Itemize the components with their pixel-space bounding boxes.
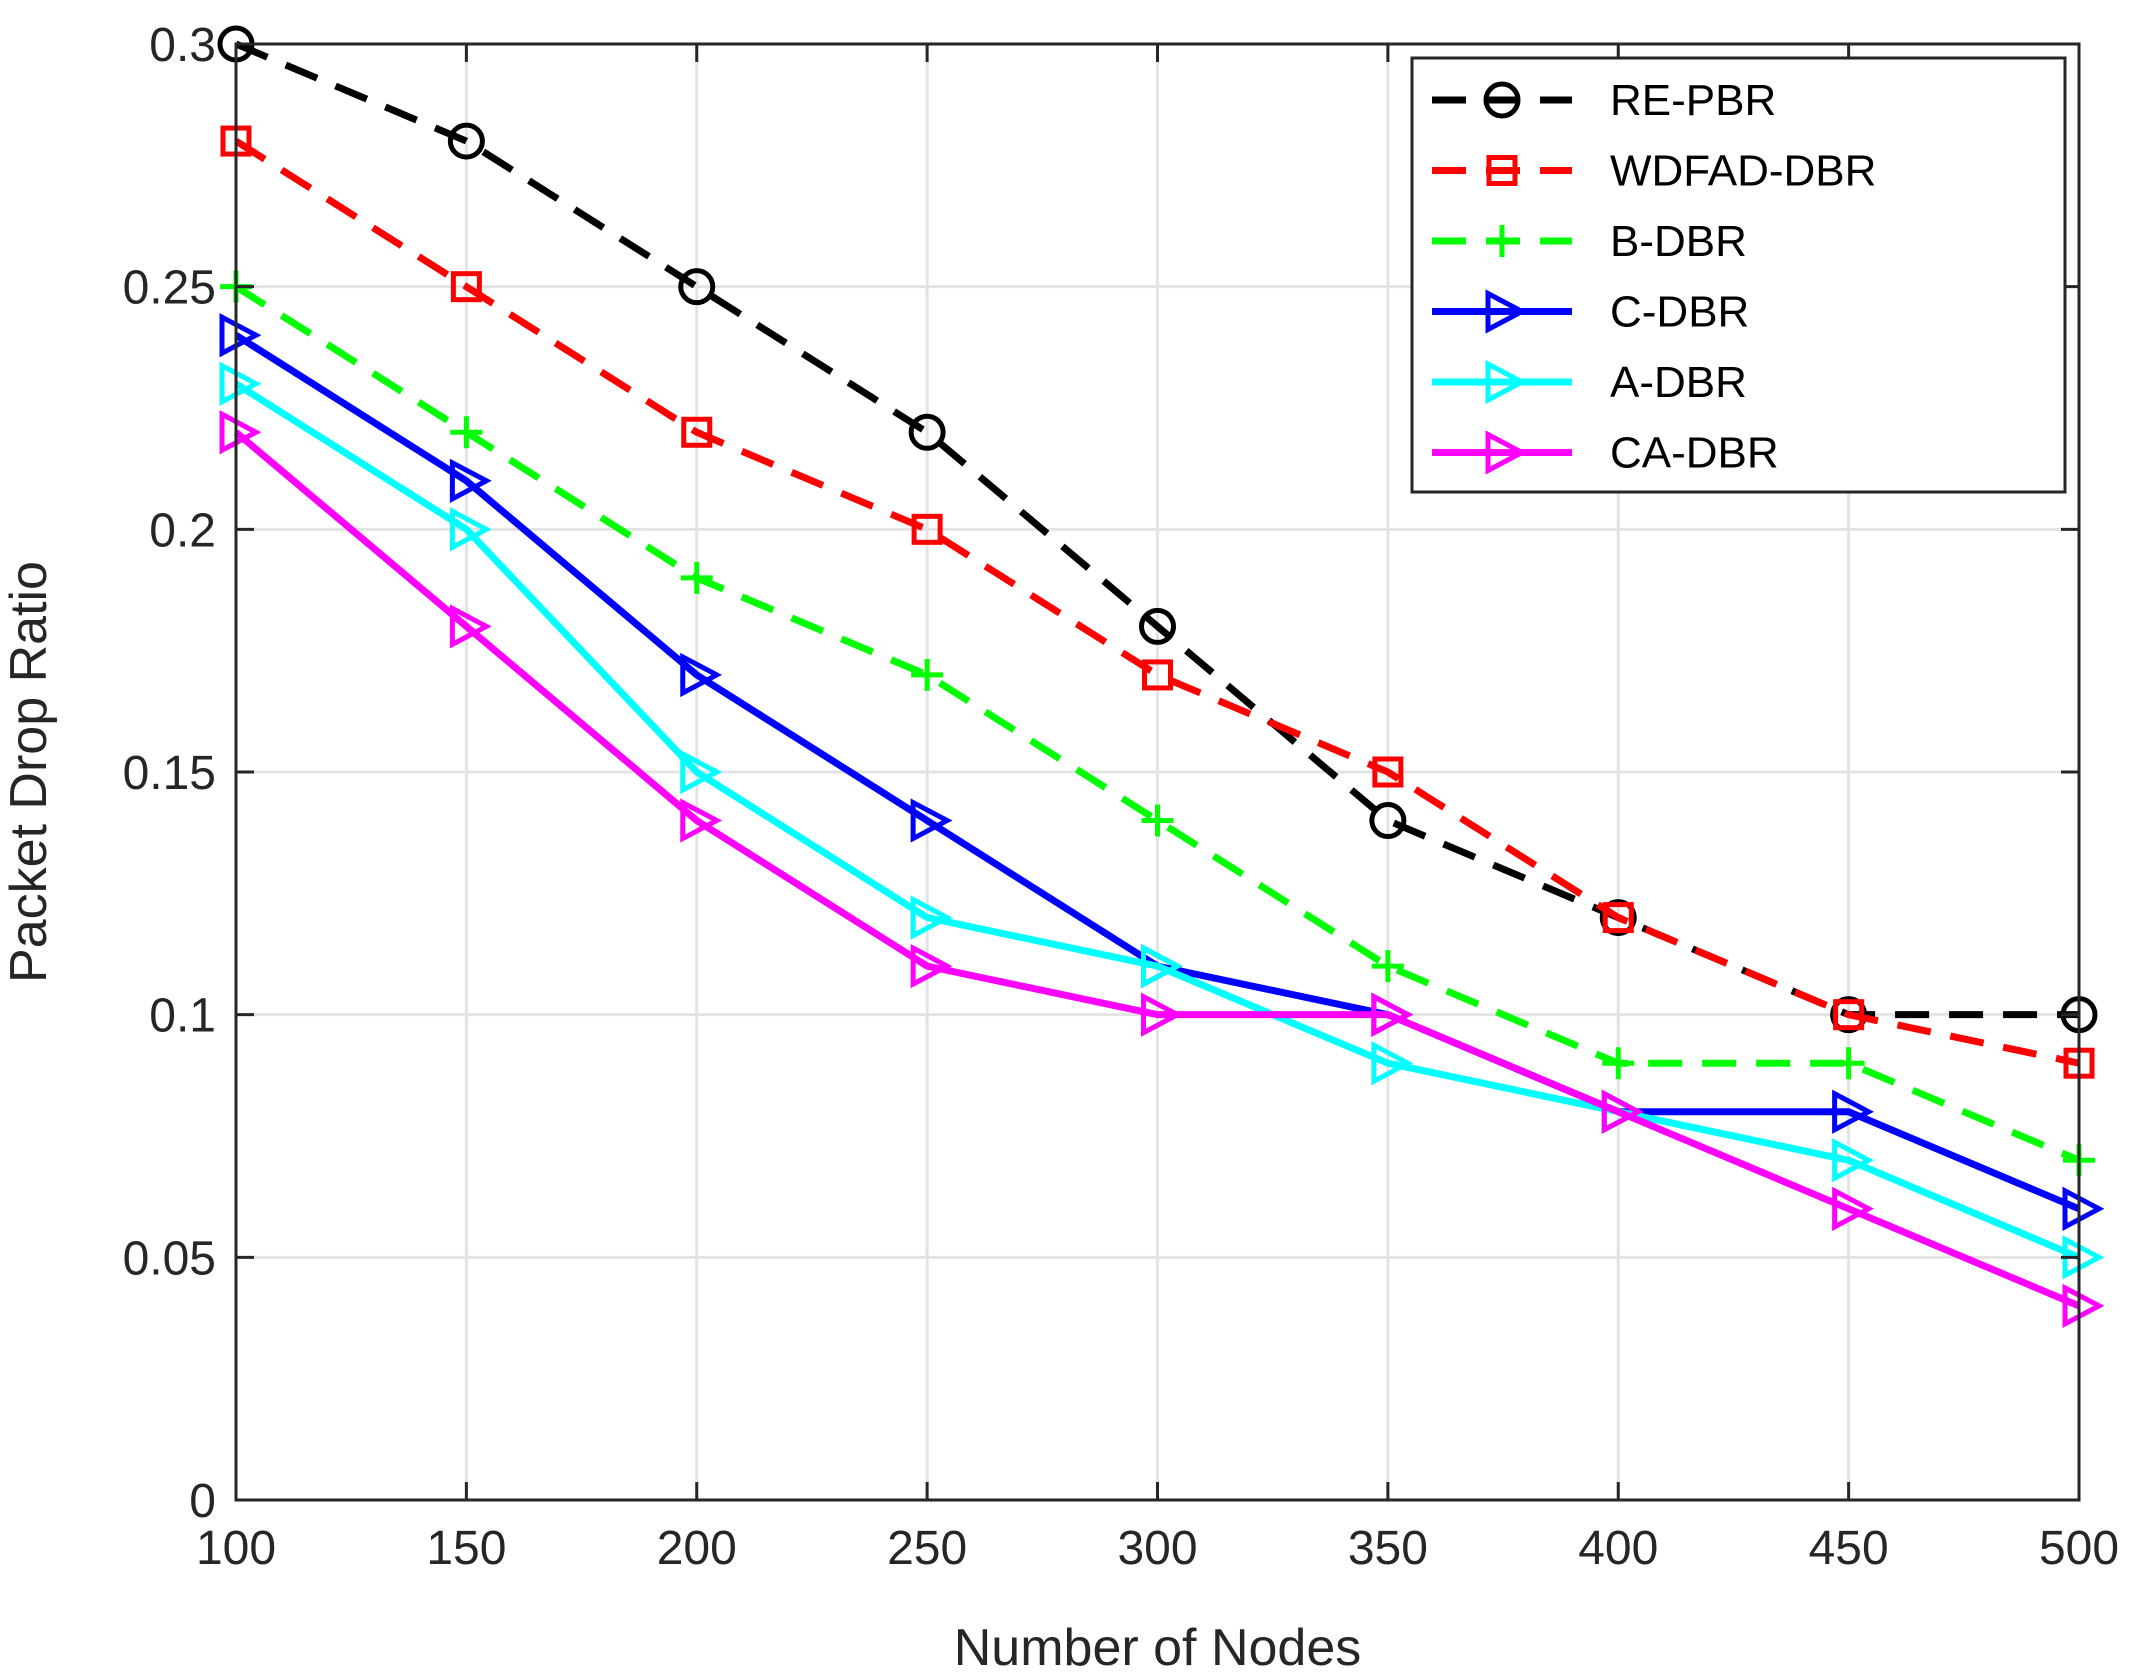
data-point-b-dbr: [450, 416, 483, 449]
x-tick-label: 300: [1117, 1522, 1197, 1575]
legend-marker: [1485, 359, 1528, 405]
data-point-b-dbr: [680, 561, 713, 594]
data-point-b-dbr: [1832, 1047, 1865, 1080]
data-point-re-pbr: [678, 268, 716, 306]
data-point-ca-dbr: [1141, 992, 1183, 1037]
data-point-ca-dbr: [2062, 1283, 2105, 1329]
y-tick-label: 0.25: [123, 262, 216, 315]
x-tick-label: 450: [1809, 1522, 1889, 1575]
legend-marker: [1486, 225, 1518, 257]
series-line-wdfad-dbr: [234, 138, 2080, 1067]
data-point-wdfad-dbr: [1142, 659, 1173, 691]
data-point-b-dbr: [1602, 1047, 1635, 1080]
legend-item-b-dbr: B-DBR: [1432, 217, 1747, 266]
data-point-a-dbr: [910, 895, 953, 940]
x-tick-label: 250: [887, 1522, 967, 1575]
data-point-c-dbr: [449, 458, 492, 503]
x-tick-label: 200: [657, 1522, 737, 1575]
legend-marker: [1485, 289, 1528, 334]
data-point-re-pbr: [1599, 899, 1637, 937]
series-line-ca-dbr: [233, 429, 2081, 1310]
x-tick-label: 350: [1348, 1522, 1428, 1575]
legend: RE-PBR WDFAD-DBR B-DBR C-DBR A-DBR CA-DBR: [1410, 56, 2067, 494]
data-point-wdfad-dbr: [450, 271, 482, 303]
data-point-wdfad-dbr: [681, 416, 713, 448]
legend-item-c-dbr: C-DBR: [1432, 288, 1749, 337]
y-tick-label: 0: [189, 1475, 216, 1528]
x-tick-label: 150: [426, 1522, 506, 1575]
legend-label: RE-PBR: [1610, 76, 1776, 125]
legend-label: B-DBR: [1610, 217, 1747, 266]
series-line-a-dbr: [234, 380, 2081, 1261]
data-point-c-dbr: [219, 313, 262, 358]
data-point-ca-dbr: [1832, 1186, 1874, 1231]
data-point-re-pbr: [447, 122, 485, 160]
data-point-c-dbr: [2062, 1186, 2105, 1231]
data-point-b-dbr: [911, 658, 944, 691]
legend-item-re-pbr: RE-PBR: [1432, 76, 1776, 125]
legend-item-ca-dbr: CA-DBR: [1432, 429, 1779, 478]
series-ca-dbr: [219, 410, 2105, 1329]
data-point-re-pbr: [1139, 607, 1176, 645]
legend-marker: [1485, 430, 1528, 475]
legend-label: C-DBR: [1610, 288, 1749, 337]
data-point-ca-dbr: [449, 604, 492, 649]
y-tick-label: 0.3: [149, 19, 216, 72]
legend-label: CA-DBR: [1610, 429, 1779, 478]
data-point-a-dbr: [219, 361, 262, 406]
legend-box: [1410, 56, 2067, 494]
data-point-ca-dbr: [1371, 992, 1414, 1037]
data-point-a-dbr: [1371, 1041, 1414, 1086]
data-point-c-dbr: [1832, 1089, 1874, 1134]
ticks: 100 150 200 250 300 350 400 450 500 0 0.05 0.1 0.15 0…: [123, 19, 2119, 1575]
data-point-ca-dbr: [910, 943, 953, 989]
data-point-b-dbr: [1141, 804, 1174, 837]
series-line-b-dbr: [234, 283, 2081, 1164]
data-point-ca-dbr: [219, 410, 262, 455]
data-point-a-dbr: [680, 749, 723, 795]
y-tick-label: 0.2: [149, 504, 216, 557]
legend-label: A-DBR: [1610, 358, 1747, 407]
data-point-a-dbr: [449, 507, 492, 552]
x-tick-label: 100: [196, 1522, 276, 1575]
legend-marker: [1486, 155, 1518, 186]
data-point-wdfad-dbr: [1372, 756, 1404, 788]
data-point-wdfad-dbr: [1833, 999, 1865, 1031]
y-axis-label: Packet Drop Ratio: [0, 561, 58, 983]
legend-label: WDFAD-DBR: [1610, 147, 1876, 196]
data-point-c-dbr: [910, 798, 953, 843]
data-point-a-dbr: [1832, 1138, 1874, 1183]
legend-item-wdfad-dbr: WDFAD-DBR: [1432, 147, 1876, 196]
x-tick-label: 500: [2039, 1522, 2119, 1575]
data-point-b-dbr: [1371, 950, 1404, 983]
data-point-wdfad-dbr: [1602, 902, 1634, 934]
legend-item-a-dbr: A-DBR: [1432, 358, 1747, 407]
y-tick-label: 0.05: [123, 1232, 216, 1285]
x-tick-label: 400: [1578, 1522, 1658, 1575]
data-point-ca-dbr: [1601, 1089, 1644, 1134]
y-tick-label: 0.1: [149, 990, 216, 1043]
legend-marker: [1483, 81, 1521, 119]
y-tick-label: 0.15: [123, 747, 216, 800]
data-point-wdfad-dbr: [911, 513, 943, 545]
data-point-ca-dbr: [680, 798, 723, 843]
data-point-re-pbr: [908, 413, 946, 451]
x-axis-label: Number of Nodes: [954, 1619, 1362, 1677]
series-layer: [217, 25, 2105, 1329]
data-point-a-dbr: [1141, 943, 1183, 989]
data-point-c-dbr: [680, 652, 723, 698]
data-point-re-pbr: [1369, 802, 1407, 840]
